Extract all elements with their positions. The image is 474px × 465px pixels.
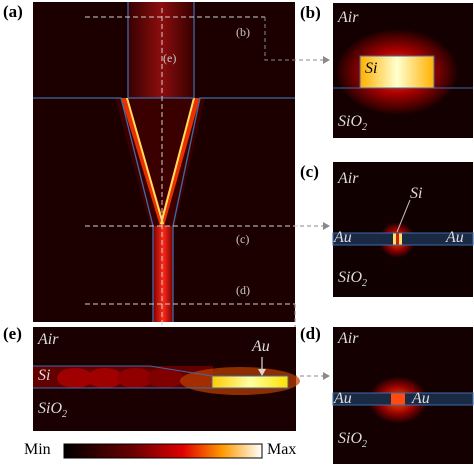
panel-e-air-label: Air [38, 331, 59, 348]
panel-b-si-label: Si [365, 60, 378, 77]
callout-d: (d) [236, 283, 250, 297]
panel-d-air-label: Air [338, 330, 359, 347]
panel-c-letter: (c) [300, 162, 319, 181]
colorbar-max-label: Max [267, 441, 297, 458]
panel-c-au-right-label: Au [446, 229, 464, 246]
panel-d-letter: (d) [300, 324, 321, 343]
panel-d-image [332, 327, 474, 464]
callout-c: (c) [236, 232, 250, 246]
panel-a-letter: (a) [3, 2, 23, 21]
panel-e-au-label: Au [252, 338, 270, 355]
panel-c-image [332, 162, 474, 297]
panel-b-letter: (b) [300, 3, 321, 22]
panel-e-sio2-label: SiO2 [38, 400, 67, 421]
panel-d-sio2-label: SiO2 [338, 430, 367, 451]
panel-a-image [33, 2, 300, 330]
panel-e-image [33, 327, 300, 431]
panel-c-air-label: Air [338, 170, 359, 187]
panel-c-au-left-label: Au [334, 229, 352, 246]
panel-d-au-right-label: Au [412, 390, 430, 407]
callout-e: (e) [163, 51, 177, 65]
panel-b-air-label: Air [338, 9, 359, 26]
panel-c-sio2-label: SiO2 [338, 269, 367, 290]
panel-b-image [333, 3, 473, 138]
colorbar-min-label: Min [24, 441, 51, 458]
panel-d-au-left-label: Au [334, 390, 352, 407]
colorbar [63, 443, 263, 459]
callout-b: (b) [236, 25, 250, 39]
panel-c-si-label: Si [410, 185, 423, 202]
panel-e-letter: (e) [3, 324, 22, 343]
panel-e-si-label: Si [38, 367, 51, 384]
panel-b-sio2-label: SiO2 [338, 113, 367, 134]
